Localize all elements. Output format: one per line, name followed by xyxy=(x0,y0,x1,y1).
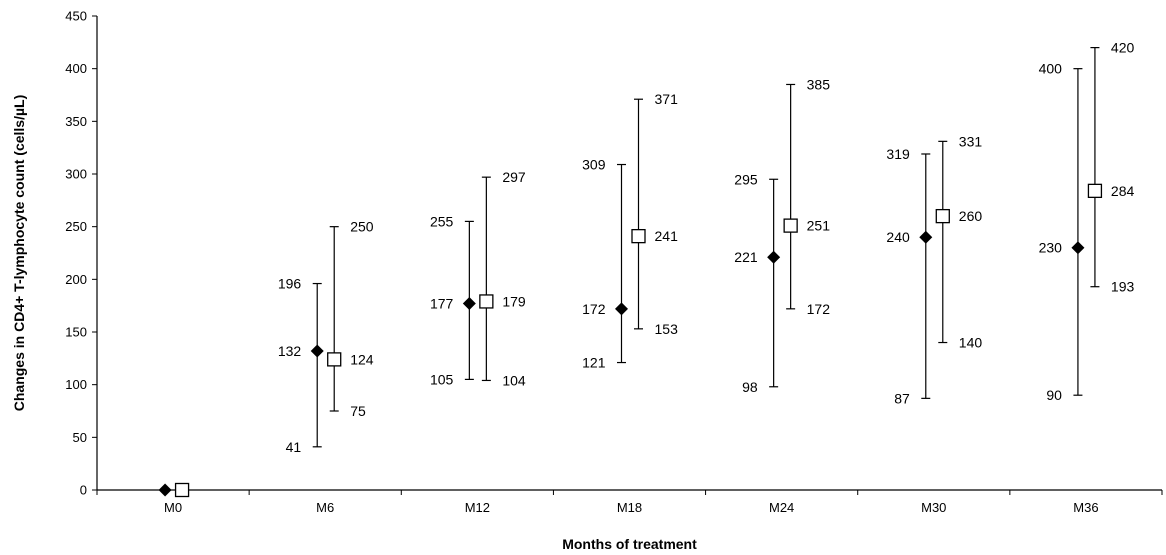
series-2: 124 250 75 179 297 104 241 371 153 251 385 172 260 33… xyxy=(174,40,1135,498)
y-tick-label: 200 xyxy=(65,272,87,287)
y-tick-label: 450 xyxy=(65,9,87,24)
value-label: 241 xyxy=(655,228,679,244)
value-label: 179 xyxy=(502,293,526,309)
lower-label: 90 xyxy=(1046,387,1062,403)
y-tick-label: 50 xyxy=(73,430,87,445)
data-point-square xyxy=(327,352,342,367)
y-tick-label: 250 xyxy=(65,219,87,234)
value-label: 172 xyxy=(582,301,606,317)
upper-label: 420 xyxy=(1111,40,1135,56)
lower-label: 193 xyxy=(1111,279,1135,295)
lower-label: 140 xyxy=(959,335,983,351)
x-axis-title: Months of treatment xyxy=(562,536,697,552)
data-point-square xyxy=(479,294,494,309)
value-label: 230 xyxy=(1039,240,1063,256)
x-tick-label: M12 xyxy=(465,500,490,515)
data-point-square xyxy=(783,218,798,233)
value-label: 221 xyxy=(734,249,758,265)
data-point-diamond xyxy=(615,302,628,316)
lower-label: 98 xyxy=(742,379,758,395)
y-tick-label: 0 xyxy=(80,483,87,498)
data-point-diamond xyxy=(919,230,933,244)
lower-label: 172 xyxy=(807,301,831,317)
value-label: 124 xyxy=(350,351,374,367)
upper-label: 255 xyxy=(430,213,454,229)
x-tick-label: M30 xyxy=(921,500,946,515)
value-label: 177 xyxy=(430,296,454,312)
upper-label: 196 xyxy=(278,276,302,292)
upper-label: 295 xyxy=(734,171,758,187)
upper-label: 250 xyxy=(350,219,374,235)
lower-label: 121 xyxy=(582,355,606,371)
lower-label: 87 xyxy=(894,390,910,406)
y-tick-label: 100 xyxy=(65,377,87,392)
x-axis-ticks: M0 M6 M12 M18 M24 M30 M36 xyxy=(96,490,1163,515)
upper-label: 297 xyxy=(502,169,526,185)
value-label: 240 xyxy=(886,229,910,245)
x-tick-label: M0 xyxy=(164,500,182,515)
upper-label: 400 xyxy=(1039,61,1063,77)
lower-label: 41 xyxy=(286,439,302,455)
value-label: 132 xyxy=(278,343,302,359)
y-tick-label: 300 xyxy=(65,167,87,182)
data-point-square xyxy=(631,228,646,244)
upper-label: 331 xyxy=(959,133,983,149)
upper-label: 371 xyxy=(655,91,679,107)
data-point-diamond xyxy=(462,297,476,311)
value-label: 251 xyxy=(807,218,831,234)
value-label: 284 xyxy=(1111,183,1135,199)
y-tick-label: 350 xyxy=(65,114,87,129)
lower-label: 75 xyxy=(350,403,366,419)
x-tick-label: M24 xyxy=(769,500,794,515)
series-layer: 132 196 41 177 255 105 172 309 121 221 295 98 240 319… xyxy=(158,40,1135,498)
x-tick-label: M36 xyxy=(1073,500,1098,515)
data-point-diamond xyxy=(767,250,781,264)
data-point-diamond xyxy=(1071,241,1085,255)
lower-label: 105 xyxy=(430,371,454,387)
data-point-diamond xyxy=(310,344,324,358)
data-point-square xyxy=(1087,183,1103,199)
series-1: 132 196 41 177 255 105 172 309 121 221 295 98 240 319… xyxy=(158,61,1085,497)
upper-label: 309 xyxy=(582,157,606,173)
y-axis-ticks: 0 50 100 150 200 250 300 350 400 450 xyxy=(65,9,97,498)
data-point-square xyxy=(935,208,950,224)
data-point-diamond xyxy=(158,483,172,497)
y-axis-title: Changes in CD4+ T-lymphocyte count (cell… xyxy=(11,95,27,412)
data-point-square xyxy=(174,482,190,498)
y-tick-label: 400 xyxy=(65,61,87,76)
axes: 0 50 100 150 200 250 300 350 400 450 M0 M6 M12 M18 M2… xyxy=(65,9,1163,515)
y-tick-label: 150 xyxy=(65,325,87,340)
x-tick-label: M6 xyxy=(316,500,334,515)
upper-label: 319 xyxy=(886,146,910,162)
lower-label: 104 xyxy=(502,372,526,388)
value-label: 260 xyxy=(959,208,983,224)
x-tick-label: M18 xyxy=(617,500,642,515)
lower-label: 153 xyxy=(655,321,679,337)
upper-label: 385 xyxy=(807,76,831,92)
